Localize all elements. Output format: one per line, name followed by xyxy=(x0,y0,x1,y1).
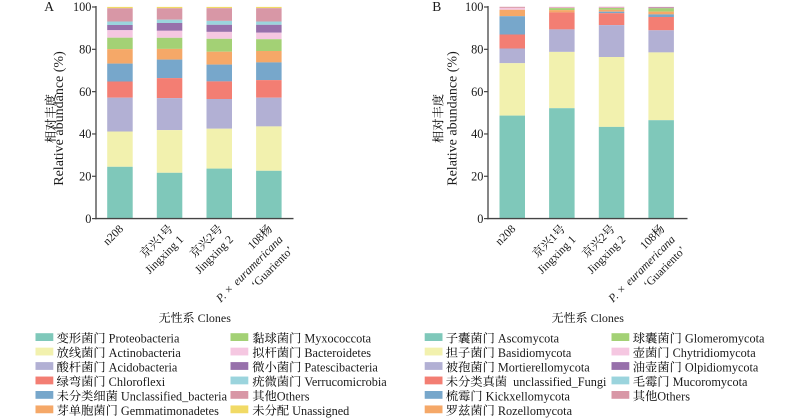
svg-text:40: 40 xyxy=(79,127,91,141)
svg-text:Others: Others xyxy=(277,389,310,403)
svg-text:Olpidiomycota: Olpidiomycota xyxy=(685,360,759,374)
svg-text:Unassigned: Unassigned xyxy=(292,404,349,418)
svg-text:Relative abundance (%): Relative abundance (%) xyxy=(446,51,461,186)
svg-text:40: 40 xyxy=(471,127,483,141)
svg-text:Mortierellomycota: Mortierellomycota xyxy=(498,360,590,374)
svg-text:0: 0 xyxy=(85,212,91,226)
svg-text:80: 80 xyxy=(471,42,483,56)
svg-text:Kickxellomycota: Kickxellomycota xyxy=(486,389,571,403)
svg-text:Basidiomycota: Basidiomycota xyxy=(498,346,572,360)
svg-text:Relative abundance (%): Relative abundance (%) xyxy=(52,51,67,186)
svg-text:Myxococcota: Myxococcota xyxy=(304,332,371,346)
svg-text:Clones: Clones xyxy=(198,311,232,325)
svg-text:Bacteroidetes: Bacteroidetes xyxy=(304,346,371,360)
svg-text:Clones: Clones xyxy=(591,311,625,325)
svg-text:0: 0 xyxy=(477,212,483,226)
svg-text:Gemmatimonadetes: Gemmatimonadetes xyxy=(121,404,219,418)
svg-text:Mucoromycota: Mucoromycota xyxy=(673,375,748,389)
svg-text:80: 80 xyxy=(79,42,91,56)
svg-text:100: 100 xyxy=(465,0,483,14)
svg-text:20: 20 xyxy=(79,169,91,183)
svg-text:B: B xyxy=(432,0,441,14)
svg-text:Acidobacteria: Acidobacteria xyxy=(109,360,178,374)
svg-text:20: 20 xyxy=(471,169,483,183)
svg-text:Chloroflexi: Chloroflexi xyxy=(109,375,166,389)
svg-text:Unclassified_bacteria: Unclassified_bacteria xyxy=(121,389,228,403)
svg-text:Rozellomycota: Rozellomycota xyxy=(498,404,573,418)
svg-text:60: 60 xyxy=(471,85,483,99)
svg-text:100: 100 xyxy=(73,0,91,14)
svg-text:A: A xyxy=(44,0,54,14)
svg-text:Verrucomicrobia: Verrucomicrobia xyxy=(304,375,387,389)
svg-text:Actinobacteria: Actinobacteria xyxy=(109,346,182,360)
svg-text:unclassified_Fungi: unclassified_Fungi xyxy=(513,375,607,389)
svg-text:Others: Others xyxy=(657,389,690,403)
svg-text:60: 60 xyxy=(79,85,91,99)
svg-text:Proteobacteria: Proteobacteria xyxy=(109,332,180,346)
svg-text:Chytridiomycota: Chytridiomycota xyxy=(673,346,757,360)
svg-text:Ascomycota: Ascomycota xyxy=(498,332,560,346)
svg-text:Patescibacteria: Patescibacteria xyxy=(304,360,378,374)
svg-text:Glomeromycota: Glomeromycota xyxy=(685,332,765,346)
